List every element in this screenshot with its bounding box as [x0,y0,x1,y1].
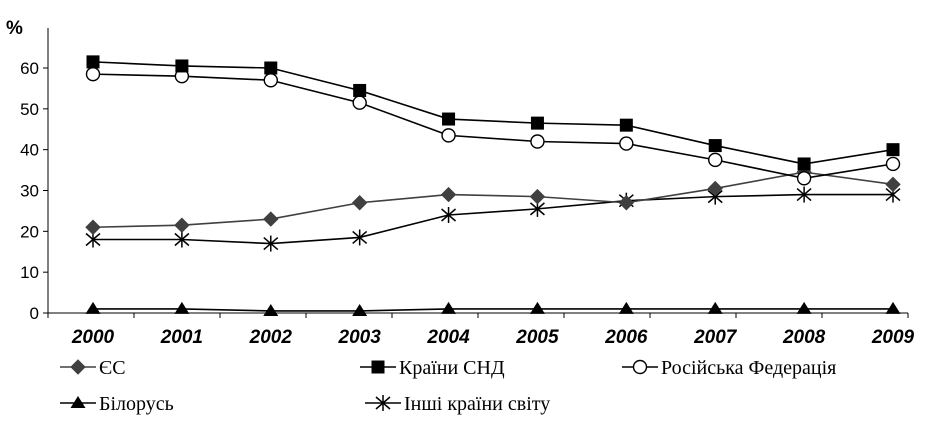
data-point [885,301,901,314]
y-tick-label: 60 [20,59,39,78]
data-point [85,66,101,82]
data-point [708,139,722,153]
x-tick-label: 2002 [249,327,293,348]
y-tick-label: 40 [20,141,39,160]
x-tick-label: 2005 [515,327,559,348]
data-point [352,303,368,316]
data-point [263,73,278,88]
data-point [796,301,812,314]
data-point [440,186,457,203]
star-stroke [796,188,812,202]
data-point [352,229,368,246]
series-1 [85,164,901,235]
series-layer [85,55,901,316]
y-tick-label: 20 [20,222,39,241]
x-tick-label: 2006 [604,327,648,348]
series-line [93,308,893,312]
legend-marker [70,359,86,375]
x-tick-label: 2001 [160,327,203,348]
data-point [796,186,812,203]
x-tick-label: 2008 [782,327,826,348]
data-point [707,180,723,197]
data-point [263,211,279,227]
data-point [619,118,633,132]
data-point [441,207,457,223]
series-line [93,193,893,245]
y-tick-label: 10 [20,263,39,282]
data-point [886,143,900,157]
legend-item: Країни СНД [360,357,505,379]
data-point [85,219,101,235]
y-axis-label: % [6,18,23,39]
data-point [708,152,723,168]
x-tick-label: 2007 [693,327,738,348]
series-line [92,171,894,229]
star-stroke [441,208,457,222]
legend-item: ЄС [60,357,126,379]
data-point [797,157,811,171]
legend-label: Російська Федерація [661,357,836,379]
x-tick-label: 2000 [71,327,115,348]
legend-label: Білорусь [99,393,174,415]
star-stroke [85,232,101,247]
y-tick-label: 50 [20,100,39,119]
series-line [92,61,894,165]
star-stroke [263,237,279,251]
data-point [707,301,723,314]
data-point [442,112,456,126]
data-point [796,171,812,186]
legend-marker [632,359,648,375]
data-point [175,59,189,73]
data-point [263,303,279,316]
axes: 0 10 20 30 40 50 60 2000 2001 2002 2003 2004 2005 200… [20,28,915,348]
data-point [530,116,544,130]
data-point [441,128,456,143]
legend-marker [371,360,385,374]
legend-marker [70,396,86,408]
legend-label: ЄС [99,357,126,379]
y-tick-label: 0 [30,304,39,323]
legend-item: Інші країни світу [365,393,550,415]
legend-item: Білорусь [60,393,174,415]
star-stroke [885,188,901,202]
star-stroke [529,202,545,216]
star-stroke [352,230,368,245]
legend-label: Інші країни світу [404,393,550,415]
data-point [351,195,368,211]
data-point [530,134,545,149]
data-point [264,61,278,75]
data-point [86,55,100,69]
data-point [263,235,279,252]
series-3 [85,66,901,186]
star-stroke [174,232,190,247]
star-stroke [707,190,723,204]
data-point [619,136,634,151]
legend: ЄС Країни СНД Російська Федерація Білорусь І… [60,357,836,415]
data-point [618,195,635,211]
data-point [85,301,101,314]
series-line [92,73,894,180]
data-point [353,83,367,97]
data-point [885,156,901,172]
data-point [529,301,545,314]
data-point [441,301,457,314]
x-tick-label: 2003 [338,327,382,348]
data-point [174,217,190,233]
star-stroke [375,396,391,410]
series-2 [86,55,900,171]
series-4 [85,301,901,316]
x-tick-label: 2004 [426,327,470,348]
legend-label: Країни СНД [399,357,505,379]
legend-item: Російська Федерація [622,357,836,379]
data-point [885,176,901,193]
data-point [529,188,546,205]
data-point [352,95,367,110]
data-point [174,231,190,248]
y-tick-label: 30 [20,182,39,201]
legend-marker [375,395,391,411]
x-tick-label: 2009 [871,327,915,348]
data-point [618,301,634,314]
data-point [174,301,190,314]
